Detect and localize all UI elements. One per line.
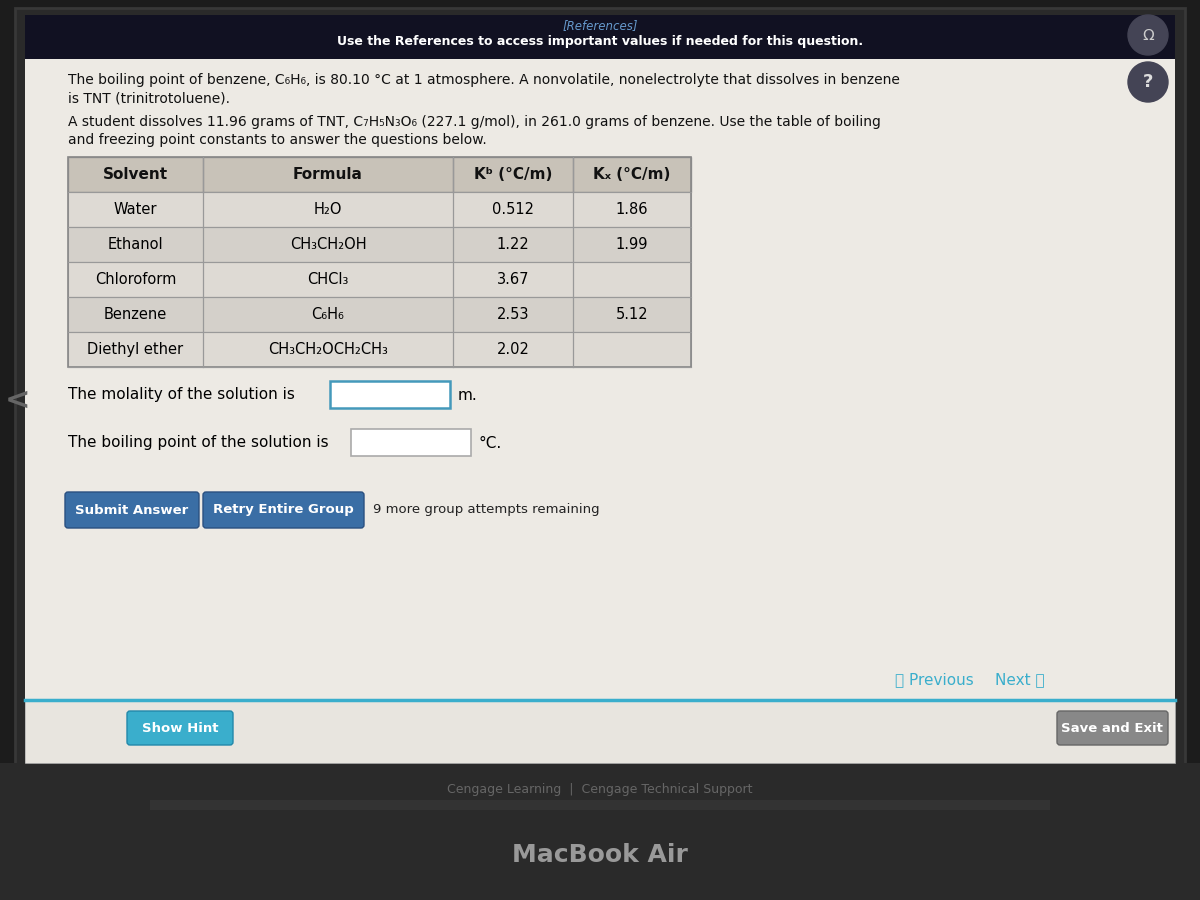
Text: Submit Answer: Submit Answer — [76, 503, 188, 517]
Text: [References]: [References] — [563, 20, 637, 32]
Bar — [25, 700, 1175, 763]
Text: 0.512: 0.512 — [492, 202, 534, 217]
Bar — [14, 8, 1186, 768]
FancyBboxPatch shape — [1057, 711, 1168, 745]
Text: 1.86: 1.86 — [616, 202, 648, 217]
Text: The molality of the solution is: The molality of the solution is — [68, 388, 295, 402]
Text: 2.53: 2.53 — [497, 307, 529, 322]
Bar — [68, 192, 691, 227]
Text: The boiling point of benzene, C₆H₆, is 80.10 °C at 1 atmosphere. A nonvolatile, : The boiling point of benzene, C₆H₆, is 8… — [68, 73, 900, 87]
Text: and freezing point constants to answer the questions below.: and freezing point constants to answer t… — [68, 133, 487, 147]
Bar — [68, 297, 691, 332]
Text: 1.22: 1.22 — [497, 237, 529, 252]
Text: Ethanol: Ethanol — [108, 237, 163, 252]
Text: <: < — [5, 385, 31, 415]
Text: CH₃CH₂OCH₂CH₃: CH₃CH₂OCH₂CH₃ — [268, 342, 388, 357]
Bar — [25, 15, 1175, 59]
Text: Chloroform: Chloroform — [95, 272, 176, 287]
Circle shape — [1128, 62, 1168, 102]
Bar — [68, 332, 691, 367]
Circle shape — [1128, 15, 1168, 55]
Text: Use the References to access important values if needed for this question.: Use the References to access important v… — [337, 34, 863, 48]
Text: The boiling point of the solution is: The boiling point of the solution is — [68, 436, 329, 451]
Text: Water: Water — [114, 202, 157, 217]
Text: Cengage Learning  |  Cengage Technical Support: Cengage Learning | Cengage Technical Sup… — [448, 784, 752, 796]
Text: Ω: Ω — [1142, 28, 1154, 42]
Bar — [68, 157, 691, 192]
Text: 〈 Previous: 〈 Previous — [895, 672, 973, 688]
Text: Solvent: Solvent — [103, 167, 168, 182]
Text: 3.67: 3.67 — [497, 272, 529, 287]
Text: Kᵇ (°C/m): Kᵇ (°C/m) — [474, 167, 552, 182]
Text: CH₃CH₂OH: CH₃CH₂OH — [289, 237, 366, 252]
Text: Formula: Formula — [293, 167, 362, 182]
Text: Diethyl ether: Diethyl ether — [88, 342, 184, 357]
Text: Show Hint: Show Hint — [142, 722, 218, 734]
Bar — [25, 15, 1175, 763]
Text: C₆H₆: C₆H₆ — [312, 307, 344, 322]
Text: is TNT (trinitrotoluene).: is TNT (trinitrotoluene). — [68, 91, 230, 105]
Bar — [330, 381, 450, 408]
Text: A student dissolves 11.96 grams of TNT, C₇H₅N₃O₆ (227.1 g/mol), in 261.0 grams o: A student dissolves 11.96 grams of TNT, … — [68, 115, 881, 129]
Text: °C.: °C. — [479, 436, 503, 451]
Text: 9 more group attempts remaining: 9 more group attempts remaining — [373, 503, 600, 517]
Text: MacBook Air: MacBook Air — [512, 843, 688, 867]
Bar — [352, 429, 470, 456]
Text: 1.99: 1.99 — [616, 237, 648, 252]
Text: Kₓ (°C/m): Kₓ (°C/m) — [593, 167, 671, 182]
Bar — [68, 157, 691, 367]
Bar — [0, 763, 1200, 900]
Text: Retry Entire Group: Retry Entire Group — [212, 503, 353, 517]
Bar — [150, 800, 1050, 810]
Text: 2.02: 2.02 — [497, 342, 529, 357]
Text: CHCl₃: CHCl₃ — [307, 272, 349, 287]
Text: H₂O: H₂O — [313, 202, 342, 217]
Text: ?: ? — [1142, 73, 1153, 91]
Text: 5.12: 5.12 — [616, 307, 648, 322]
FancyBboxPatch shape — [203, 492, 364, 528]
Text: Next 〉: Next 〉 — [995, 672, 1045, 688]
FancyBboxPatch shape — [65, 492, 199, 528]
FancyBboxPatch shape — [127, 711, 233, 745]
Text: m.: m. — [458, 388, 478, 402]
Bar — [68, 227, 691, 262]
Text: Benzene: Benzene — [104, 307, 167, 322]
Bar — [68, 262, 691, 297]
Text: Save and Exit: Save and Exit — [1061, 722, 1163, 734]
Bar — [25, 59, 1175, 763]
